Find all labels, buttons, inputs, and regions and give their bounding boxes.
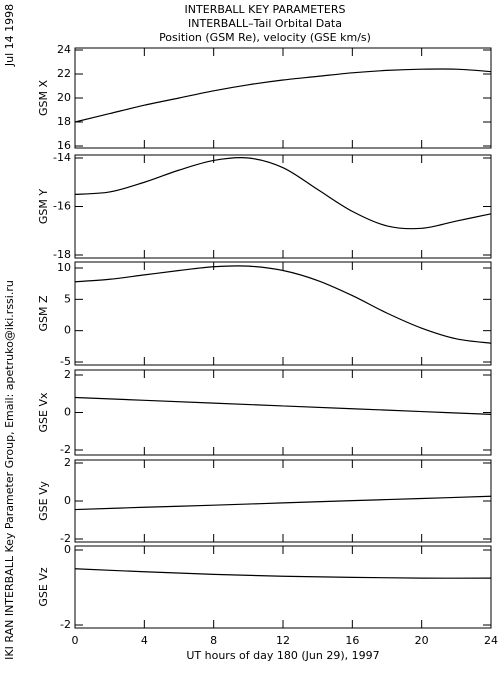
x-tick-label: 12 (276, 634, 290, 647)
panel-frame (74, 154, 492, 259)
panel-frame (74, 47, 492, 149)
title: INTERBALL KEY PARAMETERS (185, 3, 346, 16)
y-tick-label: 5 (64, 292, 71, 305)
y-axis-label: GSE Vy (37, 481, 50, 521)
subtitle: Position (GSM Re), velocity (GSE km/s) (159, 31, 371, 44)
y-tick-label: 22 (57, 67, 71, 80)
x-tick-label: 24 (484, 634, 498, 647)
panel-frame (74, 261, 492, 366)
y-tick-label: 16 (57, 139, 71, 152)
y-tick-label: 2 (64, 368, 71, 381)
panel-frame (74, 369, 492, 456)
data-line (74, 396, 492, 415)
x-tick-label: 0 (72, 634, 79, 647)
y-tick-label: 2 (64, 456, 71, 469)
panel-frame (74, 459, 492, 543)
y-tick-label: 0 (64, 406, 71, 419)
y-tick-label: -2 (60, 443, 71, 456)
y-tick-label: 10 (57, 261, 71, 274)
x-axis-label: UT hours of day 180 (Jun 29), 1997 (186, 649, 379, 662)
data-line (74, 156, 492, 230)
y-axis-label: GSM Y (37, 189, 50, 224)
credit-note: IKI RAN INTERBALL Key Parameter Group, E… (3, 280, 16, 660)
data-line (74, 568, 492, 579)
date-note: Jul 14 1998 (3, 4, 16, 67)
y-tick-label: 0 (64, 494, 71, 507)
y-axis-label: GSM Z (37, 295, 50, 331)
x-tick-label: 8 (210, 634, 217, 647)
y-axis-label: GSE Vx (37, 392, 50, 432)
y-tick-label: 0 (64, 324, 71, 337)
y-tick-label: 18 (57, 115, 71, 128)
y-axis-label: GSE Vz (37, 567, 50, 606)
x-tick-label: 20 (415, 634, 429, 647)
y-axis-label: GSM X (37, 80, 50, 116)
y-tick-label: -18 (53, 248, 71, 261)
panel-frame (74, 545, 492, 629)
y-tick-label: 0 (64, 543, 71, 556)
y-tick-label: -14 (53, 151, 71, 164)
y-tick-label: 20 (57, 91, 71, 104)
y-tick-label: -5 (60, 355, 71, 368)
data-line (74, 68, 492, 123)
data-line (74, 265, 492, 344)
y-tick-label: 24 (57, 43, 71, 56)
y-tick-label: -2 (60, 618, 71, 631)
data-line (74, 495, 492, 511)
y-tick-label: -16 (53, 200, 71, 213)
x-tick-label: 4 (141, 634, 148, 647)
x-tick-label: 16 (345, 634, 359, 647)
y-tick-label: -2 (60, 532, 71, 545)
subtitle: INTERBALL–Tail Orbital Data (188, 17, 342, 30)
